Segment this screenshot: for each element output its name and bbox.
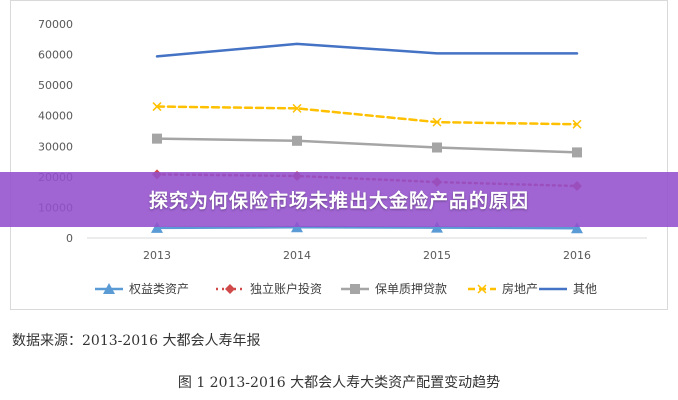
x-tick-label: 2014 [283,249,311,262]
x-marker-stroke [292,103,302,113]
series-2-point [432,142,442,153]
series-3-point [292,103,302,113]
series-line-3 [155,105,579,126]
legend-marker-3 [477,284,487,294]
series-3-point [152,102,162,112]
x-marker-stroke [152,102,162,112]
source-note: 数据来源：2013-2016 大都会人寿年报 [12,333,261,349]
legend-label-2: 保单质押贷款 [375,282,447,296]
y-tick-label: 30000 [38,140,73,153]
banner-title: 探究为何保险市场未推出大金险产品的原因 [148,190,529,212]
x-tick-label: 2013 [143,249,171,262]
series-2-point [292,135,302,146]
legend-marker-0 [103,283,115,294]
y-tick-label: 0 [66,232,73,245]
legend-label-0: 权益类资产 [129,282,189,296]
series-0-point [431,221,443,233]
x-tick-label: 2016 [563,249,591,262]
series-line-0 [155,226,579,230]
y-tick-label: 60000 [38,49,73,62]
series-0-point [571,222,583,234]
legend-marker-1 [225,284,235,294]
chart-frame: 0100002000030000400005000060000700002013… [10,0,668,310]
legend-marker-2 [350,284,360,294]
series-3-point [572,119,582,129]
y-tick-label: 40000 [38,110,73,123]
legend-label-4: 其他 [573,282,597,296]
series-2-point [572,147,582,158]
series-3-point [432,117,442,127]
legend-label-1: 独立账户投资 [250,281,322,296]
series-line-4 [155,42,579,58]
line-chart: 0100002000030000400005000060000700002013… [38,18,647,296]
figure-caption: 图 1 2013-2016 大都会人寿大类资产配置变动趋势 [177,375,501,391]
y-tick-label: 70000 [38,18,73,31]
x-marker-stroke [572,119,582,129]
title-banner: 探究为何保险市场未推出大金险产品的原因 [0,172,678,227]
series-line-2 [155,137,579,154]
y-tick-label: 50000 [38,79,73,92]
x-marker-stroke [477,284,487,294]
x-marker-stroke [432,117,442,127]
x-tick-label: 2015 [423,249,451,262]
series-0-point [151,221,163,233]
legend-label-3: 房地产 [502,281,538,296]
series-2-point [152,133,162,144]
